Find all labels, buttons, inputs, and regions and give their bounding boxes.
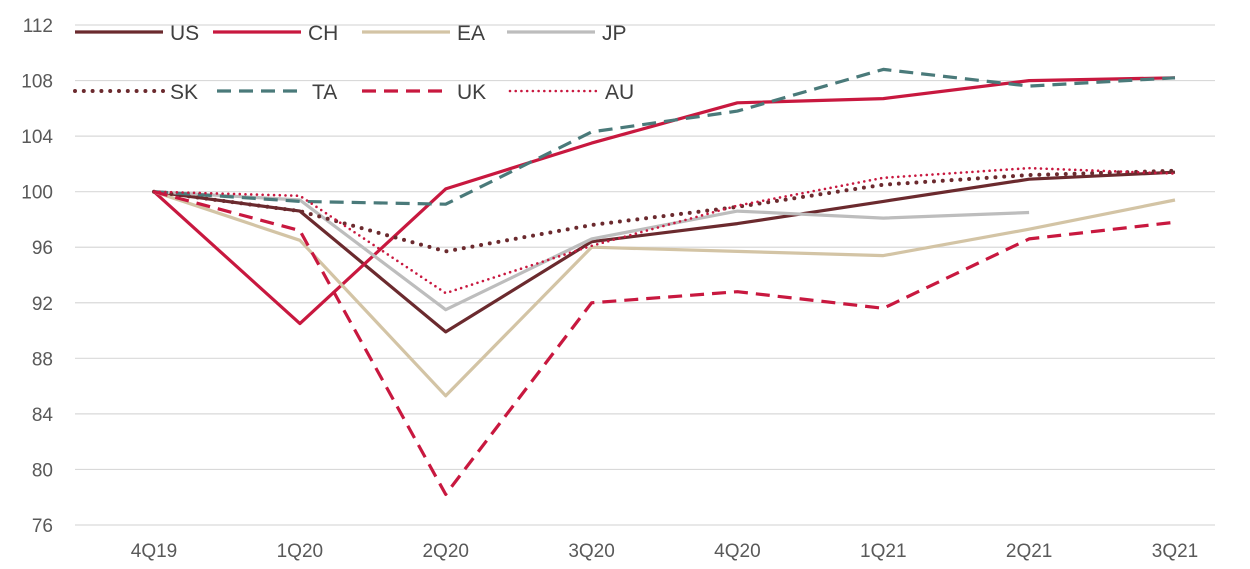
y-tick-label: 96 bbox=[32, 238, 53, 259]
y-axis: 76 80 84 88 92 96 100 104 108 112 bbox=[21, 16, 53, 537]
series-line-uk bbox=[153, 190, 1176, 496]
legend-item-sk: SK bbox=[73, 81, 198, 104]
x-tick-label: 4Q20 bbox=[714, 541, 760, 562]
legend-item-us: US bbox=[75, 22, 199, 45]
x-tick-label: 2Q21 bbox=[1006, 541, 1052, 562]
x-tick-label: 3Q21 bbox=[1152, 541, 1198, 562]
series-line-sk bbox=[152, 168, 1177, 254]
series-lines bbox=[152, 67, 1177, 496]
y-tick-label: 100 bbox=[21, 183, 53, 204]
legend-label: SK bbox=[170, 81, 198, 104]
y-tick-label: 112 bbox=[23, 16, 53, 37]
legend-item-ch: CH bbox=[213, 22, 338, 45]
legend-item-jp: JP bbox=[507, 22, 627, 45]
series-line-us bbox=[153, 170, 1176, 334]
y-tick-label: 80 bbox=[32, 460, 53, 481]
legend-label: US bbox=[170, 22, 199, 45]
x-tick-label: 4Q19 bbox=[131, 541, 177, 562]
y-tick-label: 76 bbox=[32, 516, 53, 537]
series-line-ea bbox=[153, 190, 1176, 398]
y-tick-label: 108 bbox=[21, 72, 53, 93]
legend-item-ta: TA bbox=[217, 81, 337, 104]
legend-item-ea: EA bbox=[362, 22, 485, 45]
series-line-ta bbox=[153, 67, 1176, 206]
legend-label: AU bbox=[605, 81, 634, 104]
legend-label: TA bbox=[312, 81, 337, 104]
y-tick-label: 92 bbox=[32, 294, 53, 315]
series-line-jp bbox=[153, 190, 1030, 312]
x-tick-label: 1Q21 bbox=[860, 541, 906, 562]
legend-item-au: AU bbox=[508, 81, 634, 104]
legend-label: EA bbox=[457, 22, 485, 45]
x-axis: 4Q19 1Q20 2Q20 3Q20 4Q20 1Q21 2Q21 3Q21 bbox=[131, 541, 1198, 562]
y-tick-label: 84 bbox=[32, 405, 54, 426]
legend-item-uk: UK bbox=[362, 81, 486, 104]
legend-label: UK bbox=[457, 81, 486, 104]
x-tick-label: 1Q20 bbox=[277, 541, 323, 562]
legend: US CH EA JP SK TA UK AU bbox=[73, 22, 634, 104]
legend-label: CH bbox=[308, 22, 338, 45]
x-tick-label: 2Q20 bbox=[422, 541, 468, 562]
y-tick-label: 88 bbox=[32, 349, 53, 370]
legend-label: JP bbox=[602, 22, 627, 45]
y-tick-label: 104 bbox=[21, 127, 53, 148]
series-line-au bbox=[152, 166, 1177, 295]
x-tick-label: 3Q20 bbox=[568, 541, 614, 562]
